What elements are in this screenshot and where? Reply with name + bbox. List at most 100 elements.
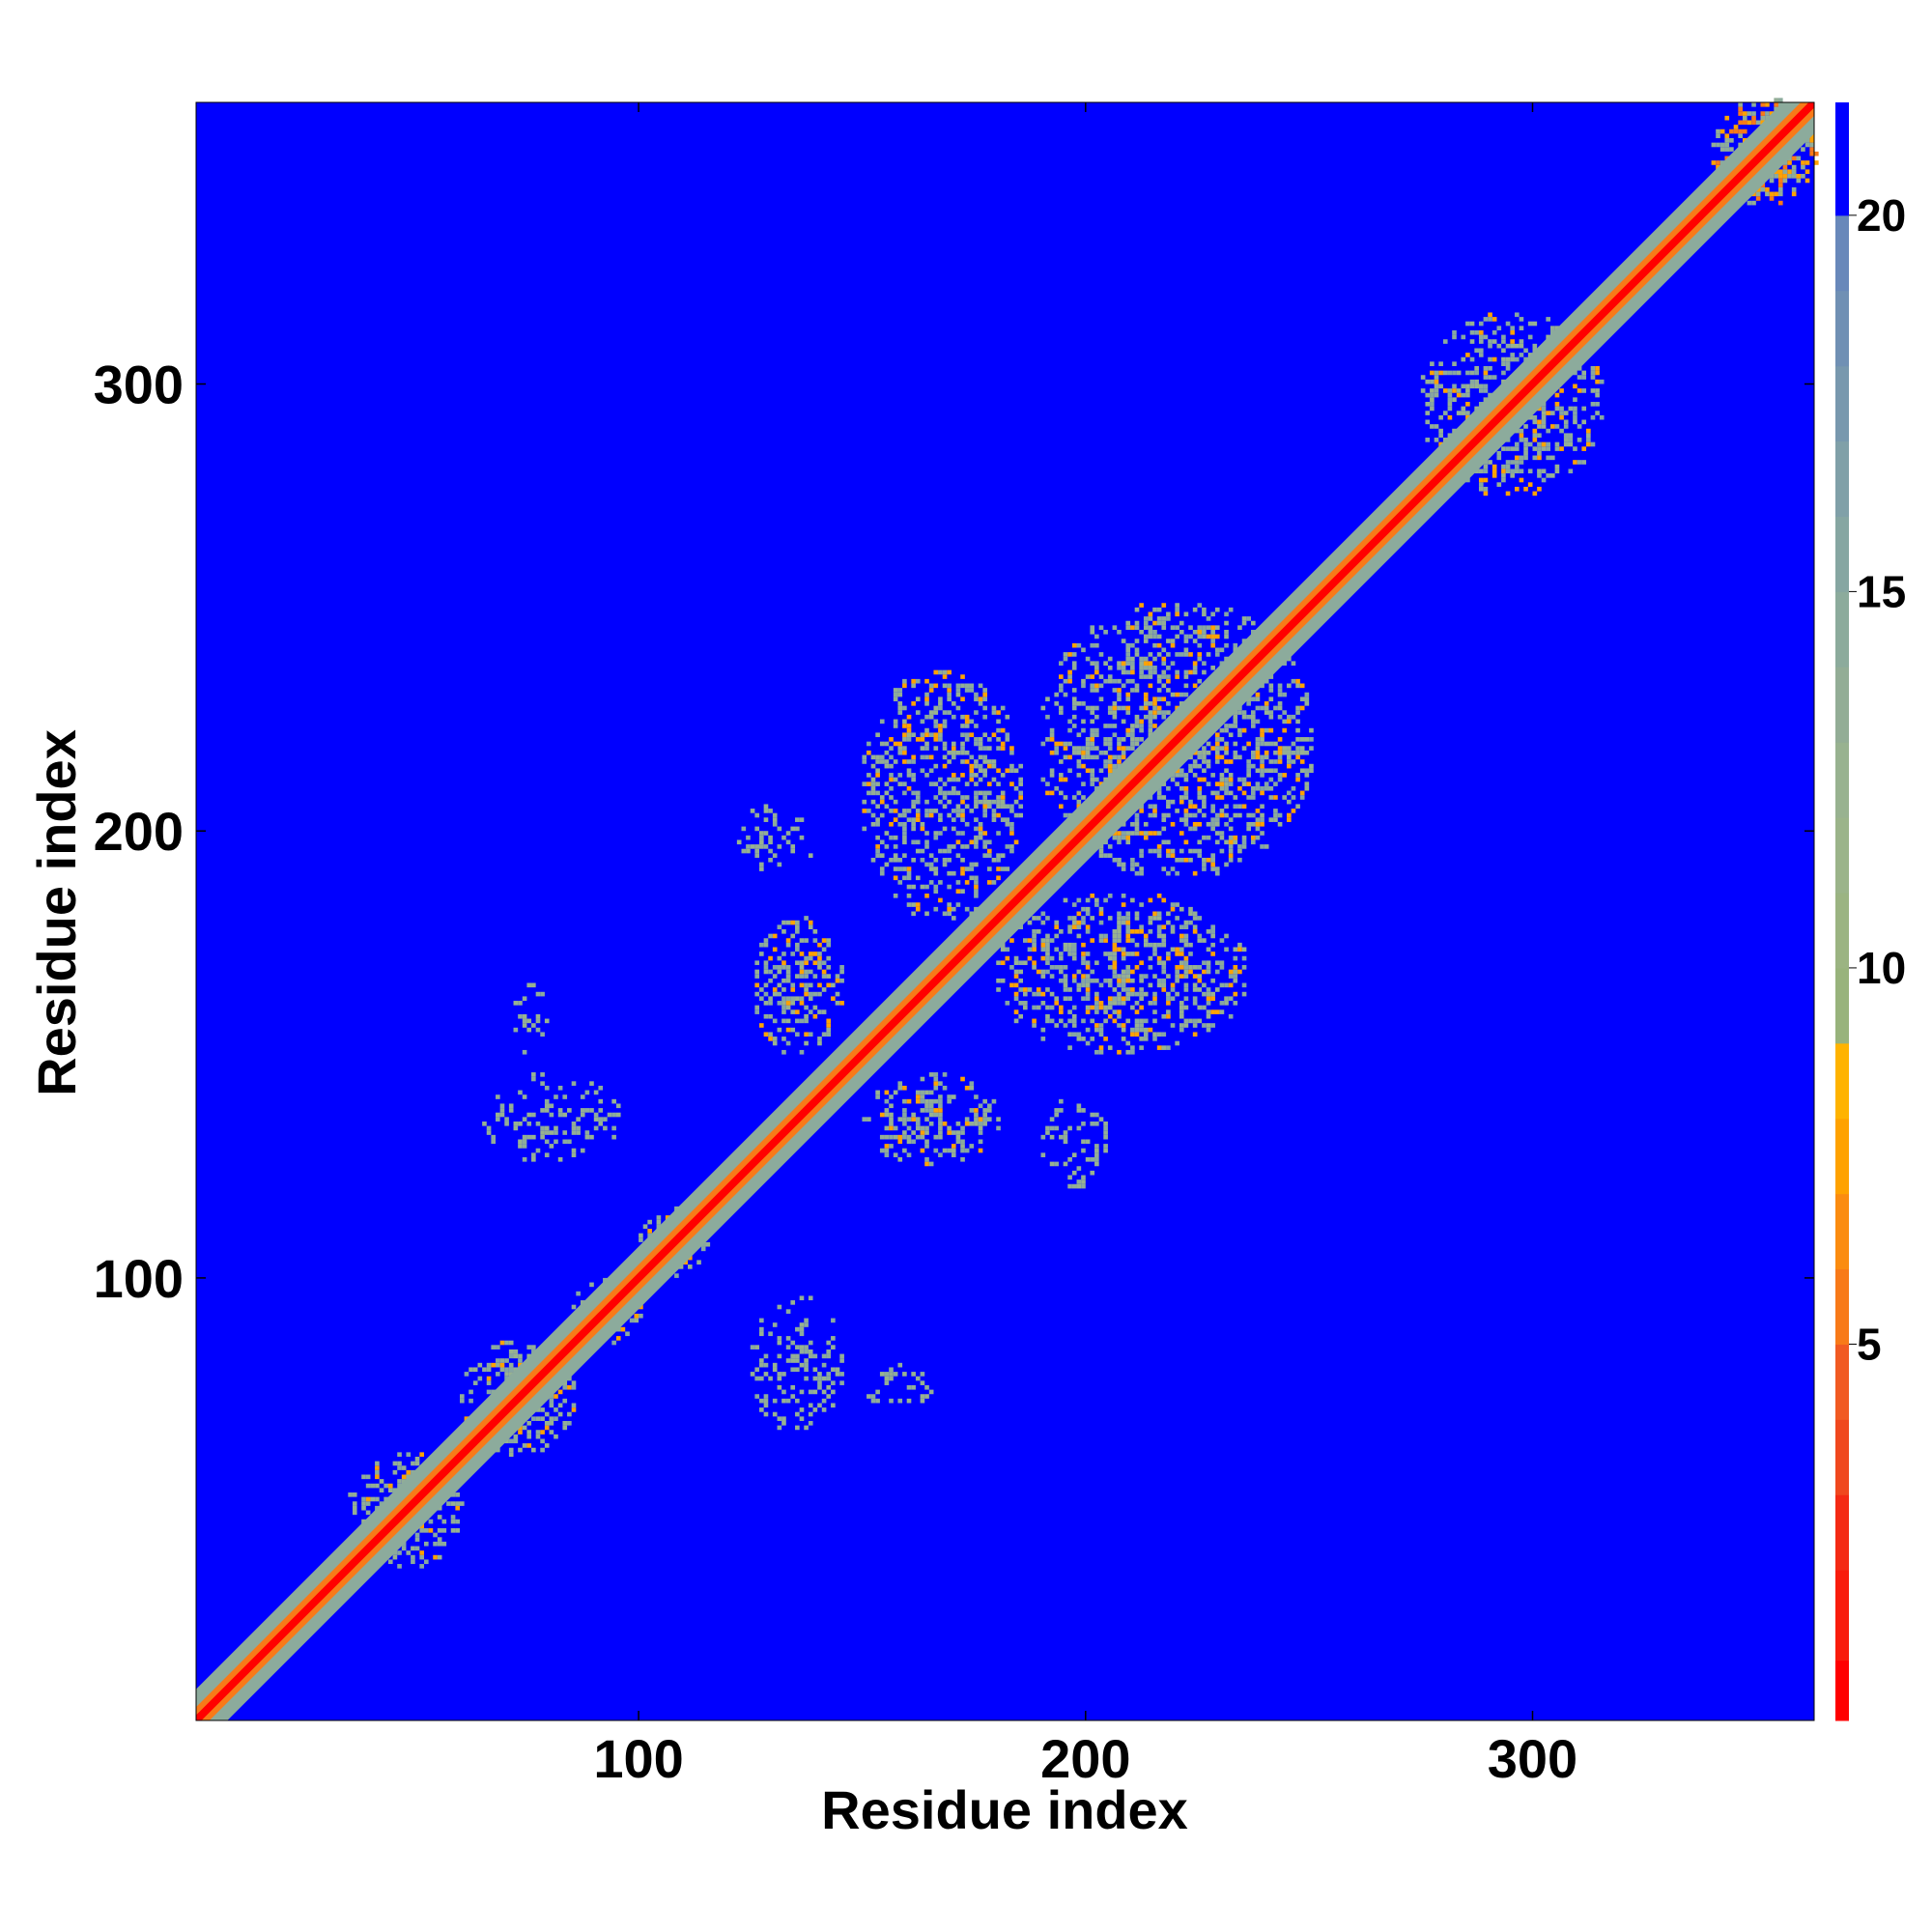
heatmap-cell — [933, 705, 939, 711]
heatmap-cell — [1085, 1139, 1091, 1145]
heatmap-cell — [1090, 719, 1095, 724]
heatmap-cell — [1206, 987, 1211, 992]
heatmap-cell — [1063, 1023, 1068, 1028]
heatmap-cell — [884, 763, 890, 769]
heatmap-cell — [1139, 1023, 1144, 1028]
heatmap-cell — [1751, 115, 1756, 121]
heatmap-cell — [986, 1117, 992, 1122]
heatmap-cell — [817, 1009, 822, 1014]
heatmap-cell — [1214, 870, 1220, 876]
heatmap-cell — [799, 982, 805, 988]
heatmap-cell — [826, 1018, 832, 1024]
heatmap-cell — [499, 1103, 505, 1109]
heatmap-cell — [920, 1094, 925, 1099]
heatmap-cell — [1425, 402, 1431, 407]
heatmap-cell — [540, 1130, 545, 1135]
heatmap-cell — [1005, 955, 1010, 961]
heatmap-cell — [1005, 804, 1010, 810]
heatmap-cell — [1134, 1009, 1140, 1014]
heatmap-cell — [795, 1425, 800, 1431]
heatmap-cell — [960, 773, 965, 778]
heatmap-cell — [1156, 831, 1162, 836]
heatmap-cell — [928, 880, 934, 885]
heatmap-cell — [1719, 142, 1725, 148]
heatmap-cell — [1299, 795, 1305, 800]
heatmap-cell — [1430, 379, 1435, 384]
heatmap-cell — [906, 1117, 912, 1122]
heatmap-cell — [1496, 326, 1502, 330]
heatmap-cell — [759, 942, 764, 948]
heatmap-cell — [1255, 750, 1261, 755]
x-tick-label: 100 — [593, 1728, 683, 1789]
heatmap-cell — [969, 867, 975, 871]
heatmap-cell — [571, 1081, 577, 1086]
heatmap-cell — [808, 1009, 813, 1014]
heatmap-cell — [906, 1152, 912, 1157]
heatmap-cell — [942, 1121, 948, 1126]
heatmap-cell — [928, 1108, 934, 1113]
heatmap-cell — [464, 1372, 469, 1377]
heatmap-cell — [1488, 343, 1492, 349]
heatmap-cell — [911, 732, 916, 738]
heatmap-cell — [411, 1461, 415, 1466]
heatmap-cell — [1241, 844, 1247, 849]
heatmap-cell — [1192, 870, 1198, 876]
heatmap-cell — [1094, 1049, 1099, 1055]
heatmap-cell — [1192, 1001, 1198, 1006]
heatmap-cell — [1791, 174, 1797, 179]
heatmap-cell — [544, 1130, 550, 1135]
heatmap-cell — [1175, 607, 1179, 612]
heatmap-cell — [933, 1081, 939, 1086]
heatmap-cell — [1742, 128, 1747, 134]
heatmap-cell — [974, 1112, 979, 1118]
heatmap-cell — [1442, 411, 1448, 415]
heatmap-cell — [772, 965, 778, 970]
heatmap-cell — [1090, 732, 1095, 738]
heatmap-cell — [1175, 652, 1179, 657]
heatmap-cell — [1166, 1013, 1171, 1019]
heatmap-cell — [1214, 607, 1220, 612]
heatmap-cell — [499, 1340, 505, 1346]
heatmap-cell — [1510, 326, 1515, 330]
heatmap-cell — [1769, 178, 1775, 184]
heatmap-cell — [1023, 938, 1028, 943]
heatmap-cell — [991, 809, 997, 813]
heatmap-cell — [924, 773, 929, 778]
heatmap-cell — [1277, 773, 1283, 778]
heatmap-cell — [1197, 987, 1203, 992]
heatmap-cell — [1287, 759, 1292, 764]
heatmap-cell — [826, 1353, 832, 1359]
heatmap-cell — [1260, 844, 1264, 849]
heatmap-cell — [777, 955, 782, 961]
heatmap-cell — [826, 1027, 832, 1033]
heatmap-cell — [986, 799, 992, 805]
heatmap-cell — [933, 683, 939, 689]
heatmap-cell — [1170, 867, 1176, 871]
heatmap-cell — [1228, 732, 1234, 738]
heatmap-cell — [884, 1372, 890, 1377]
heatmap-cell — [1166, 974, 1171, 979]
heatmap-cell — [1045, 938, 1050, 943]
heatmap-cell — [804, 1349, 809, 1354]
heatmap-cell — [531, 1023, 536, 1028]
heatmap-cell — [1461, 392, 1466, 398]
heatmap-cell — [508, 1447, 514, 1453]
heatmap-cell — [920, 732, 925, 738]
heatmap-cell — [1273, 812, 1278, 818]
heatmap-cell — [1152, 1018, 1157, 1024]
heatmap-cell — [902, 867, 907, 871]
heatmap-cell — [804, 1005, 809, 1010]
heatmap-cell — [1156, 844, 1162, 849]
heatmap-cell — [1796, 174, 1802, 179]
heatmap-cell — [1032, 1005, 1037, 1010]
heatmap-cell — [1112, 938, 1118, 943]
heatmap-cell — [1156, 688, 1162, 693]
heatmap-cell — [785, 965, 791, 970]
heatmap-cell — [1013, 969, 1019, 975]
heatmap-cell — [1098, 853, 1104, 858]
heatmap-cell — [1161, 812, 1167, 818]
heatmap-cell — [1228, 790, 1234, 796]
heatmap-cell — [1148, 666, 1153, 670]
heatmap-cell — [884, 1152, 890, 1157]
heatmap-cell — [906, 875, 912, 881]
